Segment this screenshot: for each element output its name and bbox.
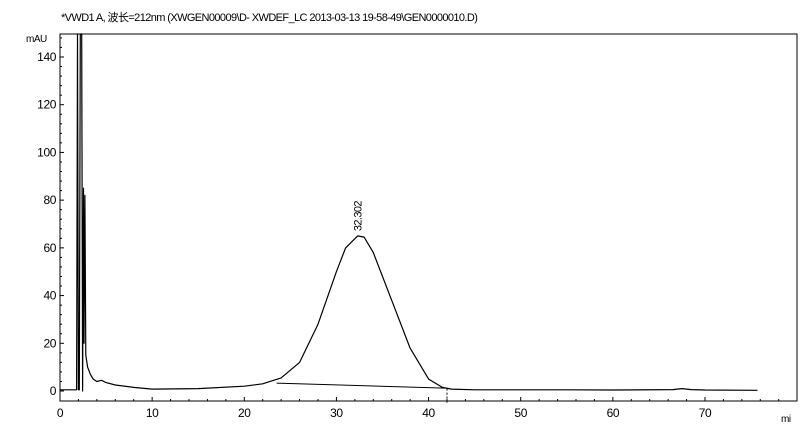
series-layer bbox=[60, 34, 758, 403]
x-tick-label: 70 bbox=[699, 406, 712, 420]
peak-retention-time-label: 32.302 bbox=[353, 201, 365, 232]
y-tick-label: 0 bbox=[50, 384, 57, 398]
y-tick-label: 80 bbox=[43, 193, 56, 207]
y-tick-label: 20 bbox=[43, 336, 56, 350]
y-tick-label: 120 bbox=[37, 98, 57, 112]
x-tick-label: 0 bbox=[57, 406, 64, 420]
y-tick-label: 140 bbox=[37, 50, 57, 64]
x-axis-unit: mi bbox=[781, 414, 791, 425]
x-tick-label: 40 bbox=[422, 406, 435, 420]
chart-title: *VWD1 A, 波长=212nm (XWGEN00009\D- XWDEF_L… bbox=[61, 11, 477, 24]
signal-trace bbox=[60, 34, 758, 391]
integration-baseline bbox=[277, 383, 446, 388]
y-axis-unit: mAU bbox=[26, 34, 47, 45]
x-tick-label: 10 bbox=[146, 406, 159, 420]
y-tick-label: 100 bbox=[37, 145, 57, 159]
y-tick-label: 40 bbox=[43, 289, 56, 303]
x-tick-label: 60 bbox=[607, 406, 620, 420]
x-tick-label: 50 bbox=[514, 406, 527, 420]
x-axis-ticks: 0 10 20 30 40 50 60 70 bbox=[57, 397, 779, 420]
plot-frame bbox=[60, 34, 797, 401]
x-tick-label: 20 bbox=[238, 406, 251, 420]
y-tick-label: 60 bbox=[43, 241, 56, 255]
x-tick-label: 30 bbox=[330, 406, 343, 420]
